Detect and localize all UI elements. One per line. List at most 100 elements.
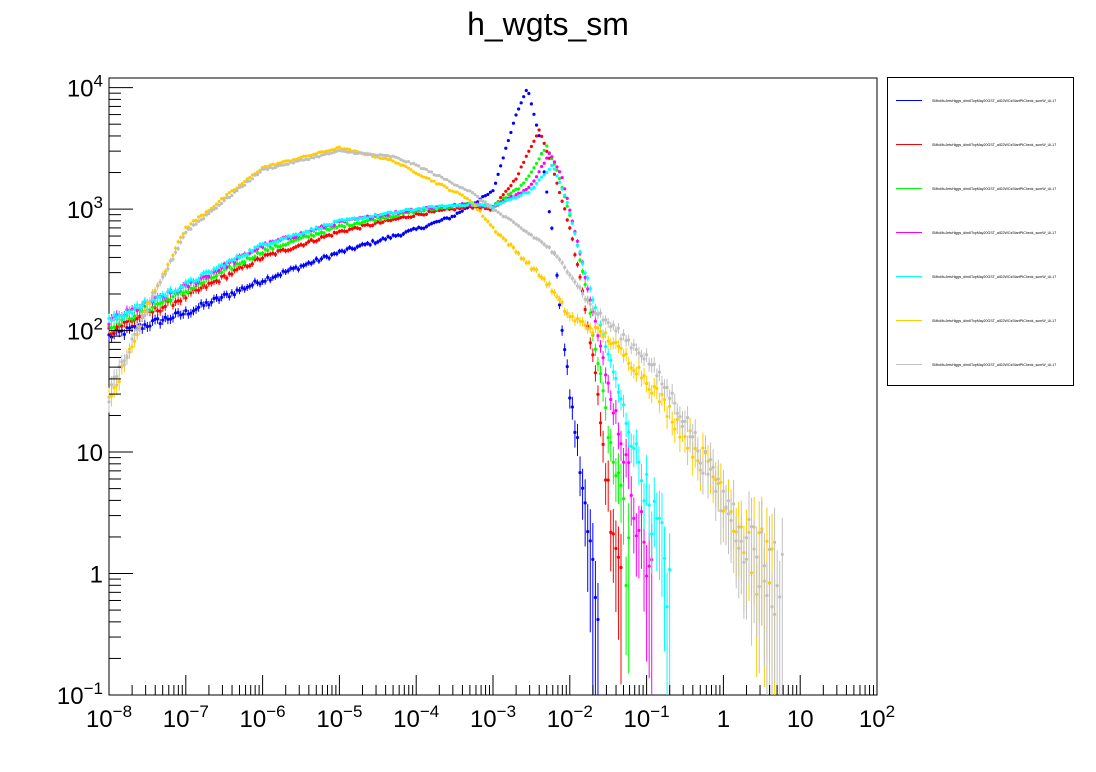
data-point <box>639 354 644 358</box>
data-point <box>319 150 324 154</box>
data-point <box>197 288 201 292</box>
legend-label: SMtoMuJetsHiggs_dim6TopMay20GST_all22WCs… <box>932 319 1057 323</box>
data-point <box>601 389 605 393</box>
data-point <box>189 222 193 226</box>
data-point <box>220 263 224 267</box>
data-point <box>424 167 429 172</box>
data-point <box>342 147 347 151</box>
data-point <box>365 219 370 223</box>
data-point <box>197 277 201 282</box>
data-point <box>368 214 372 218</box>
data-point <box>353 151 357 156</box>
data-point <box>138 327 142 332</box>
data-point <box>289 160 293 164</box>
data-point <box>171 316 175 320</box>
data-point <box>524 261 528 265</box>
data-point <box>365 241 370 245</box>
data-point <box>217 298 221 302</box>
data-point <box>204 213 208 217</box>
data-point <box>447 179 452 184</box>
data-point <box>253 279 257 283</box>
data-point <box>204 300 208 305</box>
data-point <box>266 248 270 252</box>
data-point <box>394 234 398 238</box>
data-point <box>337 229 341 233</box>
data-point <box>156 295 160 299</box>
data-point <box>237 288 242 293</box>
data-point <box>360 223 365 227</box>
data-point <box>143 304 147 309</box>
data-point <box>412 214 416 218</box>
data-point <box>483 200 487 204</box>
data-point <box>540 275 544 280</box>
data-point <box>281 269 285 273</box>
data-point <box>255 281 260 285</box>
data-point <box>491 189 495 193</box>
data-point <box>184 296 188 300</box>
legend-label: SMtoMuJetsHiggs_dim6TopMay20GST_all22WCs… <box>932 187 1057 191</box>
data-point <box>675 411 679 415</box>
data-point <box>166 290 170 294</box>
data-point <box>557 190 562 195</box>
data-point <box>299 236 303 240</box>
data-point <box>560 175 564 180</box>
data-point <box>232 292 237 297</box>
data-point <box>501 196 505 200</box>
data-point <box>519 183 523 187</box>
data-point <box>217 203 221 207</box>
data-point <box>353 216 357 220</box>
data-point <box>294 265 298 269</box>
data-point <box>348 245 352 250</box>
data-point <box>437 204 441 208</box>
data-point <box>230 258 234 262</box>
legend-line <box>896 276 922 277</box>
data-point <box>117 314 121 318</box>
data-point <box>278 273 283 277</box>
data-point <box>268 165 272 170</box>
data-point <box>478 198 482 202</box>
series-7 <box>107 148 784 695</box>
data-point <box>642 540 646 544</box>
data-point <box>120 324 124 328</box>
data-point <box>476 203 480 207</box>
data-point <box>158 322 162 326</box>
data-point <box>555 168 559 172</box>
data-point <box>276 249 280 253</box>
data-point <box>709 457 713 462</box>
data-point <box>355 218 359 222</box>
data-point <box>186 312 190 316</box>
data-point <box>337 249 341 253</box>
data-point <box>560 187 564 191</box>
data-point <box>542 148 546 153</box>
data-point <box>220 295 224 299</box>
data-point <box>424 224 429 229</box>
data-point <box>227 191 231 195</box>
data-point <box>583 282 587 287</box>
data-point <box>143 313 147 318</box>
data-point <box>611 532 615 536</box>
legend-line <box>896 144 922 145</box>
data-point <box>545 283 549 287</box>
data-point <box>153 290 157 295</box>
data-point <box>186 227 190 231</box>
data-point <box>212 207 216 212</box>
data-point <box>645 472 649 477</box>
data-point <box>570 237 574 241</box>
data-point <box>749 525 754 529</box>
data-point <box>565 311 569 316</box>
data-point <box>606 352 610 356</box>
data-point <box>381 215 385 220</box>
data-point <box>230 189 234 193</box>
data-point <box>202 274 206 279</box>
data-point <box>624 338 628 343</box>
data-point <box>291 239 295 243</box>
data-point <box>645 353 649 357</box>
data-point <box>642 357 646 361</box>
data-point <box>299 264 303 268</box>
data-point <box>588 302 592 306</box>
data-point <box>504 238 508 242</box>
data-point <box>583 501 587 505</box>
data-point <box>429 221 434 226</box>
data-point <box>514 177 518 181</box>
data-point <box>312 156 316 160</box>
